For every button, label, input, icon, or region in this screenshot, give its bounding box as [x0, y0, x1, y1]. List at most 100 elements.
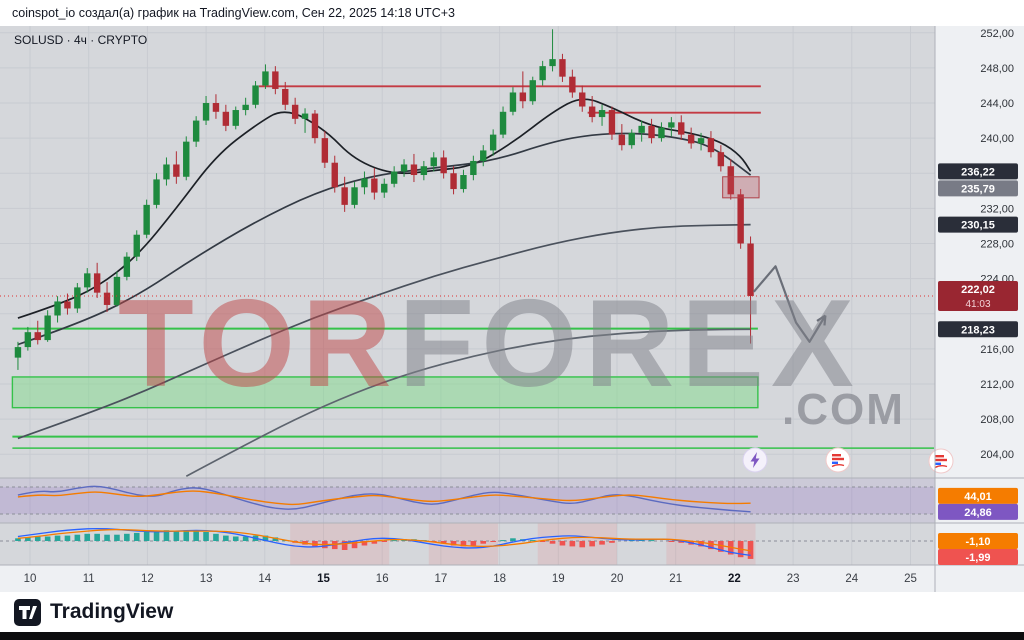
price-tick-label: 232,00: [980, 203, 1014, 215]
candle-body: [539, 66, 546, 81]
candle-body: [529, 80, 536, 102]
time-label: 19: [552, 573, 565, 585]
candle-body: [351, 187, 358, 205]
oscillator-k-line: [17, 490, 751, 506]
price-badge: 235,79: [938, 180, 1018, 197]
macd-signal-line: [17, 528, 751, 552]
price-badge-rect: [938, 281, 1018, 311]
macd-hist-bar: [173, 531, 180, 541]
price-tick-label: 212,00: [980, 379, 1014, 391]
macd-hist-bar: [450, 541, 457, 546]
candle-body: [113, 276, 121, 305]
candle-body: [24, 332, 32, 348]
macd-hist-bar: [213, 533, 219, 541]
candle-body: [183, 141, 190, 177]
supply-box[interactable]: [722, 176, 760, 199]
candle-body: [588, 106, 596, 118]
macd-hist-bar: [579, 541, 586, 548]
attribution-text: coinspot_io создал(а) график на TradingV…: [12, 6, 455, 20]
price-tick-label: 208,00: [980, 414, 1014, 426]
macd-hist-bar: [391, 540, 397, 542]
price-badge-rect: [938, 180, 1018, 197]
candle-body: [598, 110, 606, 118]
macd-hist-bar: [272, 537, 279, 541]
candle-body: [400, 164, 408, 172]
macd-hist-badge-rect: [938, 549, 1018, 565]
oscillator-k-badge: 44,01: [938, 487, 1018, 504]
candle-body: [470, 160, 477, 176]
time-label: 17: [435, 573, 448, 585]
symbol-legend[interactable]: SOLUSD · 4ч · CRYPTO: [14, 33, 148, 47]
time-axis[interactable]: 10 11 12 13 14 15 16 17 18 19 20 21 22 23 24 25: [24, 573, 917, 585]
candle-body: [163, 164, 170, 180]
time-label: 11: [83, 573, 95, 585]
price-badge-value: 230,15: [961, 220, 995, 232]
candle-body: [509, 92, 517, 112]
tradingview-logo-text: TradingView: [50, 600, 174, 623]
candle-body: [153, 179, 160, 205]
time-label: 20: [611, 573, 624, 585]
macd-hist-bar: [361, 541, 368, 546]
macd-hist-bar: [609, 541, 615, 543]
price-tick-label: 228,00: [980, 238, 1014, 250]
lightning-icon[interactable]: [742, 447, 768, 473]
chart-bars-icon[interactable]: [928, 448, 954, 474]
time-axis-background[interactable]: [0, 565, 935, 592]
projection-arrow[interactable]: [752, 265, 827, 343]
macd-hist-bar: [153, 531, 160, 541]
candle-body: [440, 157, 447, 174]
macd-hist-bar: [668, 541, 675, 542]
macd-panel: [0, 523, 935, 565]
macd-hist-bar: [34, 536, 41, 541]
macd-hist-bar: [648, 540, 655, 542]
candle-body: [341, 187, 348, 205]
candle-body: [717, 152, 725, 167]
price-tick-label: 248,00: [980, 63, 1014, 75]
candle-body: [410, 164, 418, 176]
price-badge-rect: [938, 163, 1018, 180]
macd-hist-bar: [163, 530, 170, 541]
candle-body: [212, 103, 220, 112]
candle-body: [678, 122, 685, 135]
macd-hist-bar: [747, 541, 754, 559]
macd-hist-bar: [54, 535, 61, 541]
price-badge-value: 236,22: [961, 166, 995, 178]
candle-body: [14, 347, 22, 358]
price-tick-label: 204,00: [980, 449, 1014, 461]
candle-body: [54, 301, 61, 316]
tradingview-logo[interactable]: TradingView: [14, 598, 174, 626]
macd-hist-bar: [698, 541, 704, 547]
price-badge-rect: [938, 216, 1018, 233]
macd-hist-bar: [74, 534, 81, 541]
time-label: 22: [728, 573, 741, 585]
ma-slowest: [185, 328, 751, 477]
time-label: 25: [904, 573, 917, 585]
oscillator-k-badge-rect: [938, 487, 1018, 504]
price-tick-label: 240,00: [980, 133, 1014, 145]
time-label: 16: [376, 573, 389, 585]
time-label: 23: [787, 573, 800, 585]
tradingview-logo-icon: [14, 598, 41, 626]
candle-body: [658, 127, 665, 139]
projection-arrowhead: [816, 314, 826, 322]
time-label: 13: [200, 573, 213, 585]
macd-hist-bar: [539, 541, 546, 542]
macd-hist-bar: [628, 540, 635, 542]
macd-line: [17, 527, 751, 557]
macd-hist-bar: [44, 536, 51, 541]
candle-body: [569, 76, 576, 93]
macd-hist-bar: [341, 541, 348, 550]
bar: [935, 462, 941, 465]
chart-bars-icon[interactable]: [825, 447, 851, 473]
macd-hist-bar: [124, 533, 130, 541]
chart-pane-background[interactable]: [0, 26, 935, 565]
ma-mid: [17, 132, 752, 346]
macd-negative-zone: [537, 523, 617, 565]
macd-hist-bar: [143, 532, 150, 541]
macd-hist-bar: [25, 537, 31, 541]
macd-hist-bar: [440, 541, 447, 544]
candle-body: [282, 88, 289, 105]
time-label: 15: [317, 573, 330, 585]
macd-hist-bar: [470, 541, 477, 546]
